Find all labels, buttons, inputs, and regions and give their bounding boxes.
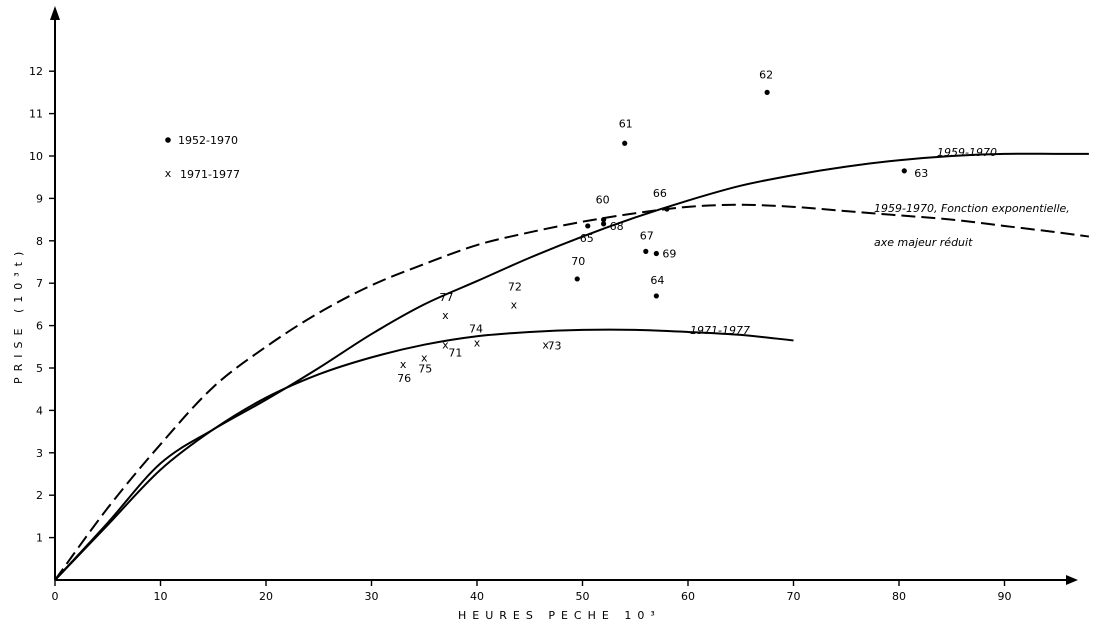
data-point-dot: [622, 140, 628, 146]
data-point-label: 62: [759, 68, 773, 81]
x-tick-label: 50: [576, 590, 590, 603]
data-point-label: 72: [508, 280, 522, 293]
legend: 1952-1970 x 1971-1977: [165, 134, 240, 181]
data-point-dot: [901, 168, 907, 174]
y-tick-label: 8: [36, 235, 43, 248]
data-point-label: 61: [619, 117, 633, 130]
data-point-label: 65: [580, 232, 594, 245]
data-point-x: x: [542, 339, 549, 352]
data-point-label: 74: [469, 323, 483, 336]
y-tick-label: 3: [36, 447, 43, 460]
curve-label: 1959-1970: [937, 146, 997, 159]
data-point-dot: [653, 250, 659, 257]
x-tick-label: 30: [365, 590, 379, 603]
data-point-dot: [653, 293, 659, 299]
y-tick-label: 11: [29, 108, 43, 121]
data-point-x: x: [400, 358, 407, 371]
legend-label: 1971-1977: [180, 168, 240, 181]
curve-label: 1971-1977: [690, 324, 750, 337]
x-tick-label: 60: [681, 590, 695, 603]
x-tick-label: 90: [998, 590, 1012, 603]
x-tick-label: 80: [892, 590, 906, 603]
x-axis-label: HEURES PECHE 10³: [458, 609, 661, 622]
data-point-x: x: [511, 298, 518, 311]
data-point-x: x: [421, 351, 428, 364]
data-point-label: 64: [650, 274, 664, 287]
x-tick-label: 10: [154, 590, 168, 603]
y-tick-label: 1: [36, 532, 43, 545]
curve-label: axe majeur réduit: [874, 236, 973, 249]
data-point-dot: [601, 221, 607, 227]
data-point-label: 76: [397, 372, 411, 385]
curves: [54, 152, 1090, 581]
y-tick-label: 12: [29, 65, 43, 78]
axes: 0 10 20 30 40 50 60 70 80 90123456789101112HEURES…: [12, 6, 1078, 622]
data-point-dot: [643, 248, 649, 254]
data-point-label: 63: [914, 167, 928, 180]
x-tick-label: 0: [52, 590, 59, 603]
curve-line: [54, 203, 1090, 581]
y-tick-label: 6: [36, 320, 43, 333]
curve-line: [54, 328, 794, 581]
data-point-dot: [601, 217, 607, 223]
data-point-x: x: [442, 309, 449, 322]
data-point-label: 66: [653, 187, 667, 200]
data-point-label: 75: [418, 362, 432, 375]
data-point-x: x: [474, 337, 481, 350]
data-point-dot: [574, 276, 580, 282]
x-axis-arrow-icon: [1066, 575, 1078, 585]
y-tick-label: 2: [36, 489, 43, 502]
y-tick-label: 5: [36, 362, 43, 375]
data-point-label: 77: [439, 291, 453, 304]
y-tick-label: 10: [29, 150, 43, 163]
data-point-dot: [585, 223, 591, 229]
curve-label: 1959-1970, Fonction exponentielle,: [874, 202, 1070, 215]
legend-dot-icon: [165, 137, 171, 143]
x-tick-label: 70: [787, 590, 801, 603]
y-axis-arrow-icon: [50, 6, 60, 20]
data-point-label: 60: [596, 194, 610, 207]
y-axis-label: PRISE (10³t): [12, 246, 25, 384]
y-tick-label: 9: [36, 192, 43, 205]
x-tick-label: 40: [470, 590, 484, 603]
legend-label: 1952-1970: [178, 134, 238, 147]
data-point-label: 73: [548, 340, 562, 353]
data-point-label: 68: [610, 220, 624, 233]
y-tick-label: 4: [36, 404, 43, 417]
data-point-dot: [664, 206, 670, 212]
points: 6061626364656667686970x71x72x73x74x75x76…: [397, 68, 928, 384]
data-point-label: 70: [571, 255, 585, 268]
y-tick-label: 7: [36, 277, 43, 290]
legend-x-icon: x: [165, 167, 172, 180]
data-point-label: 71: [448, 347, 462, 360]
data-point-label: 69: [662, 248, 676, 261]
x-tick-label: 20: [259, 590, 273, 603]
data-point-label: 67: [640, 229, 654, 242]
labels: 1959-1970 1959-1970, Fonction exponentiel…: [690, 146, 1070, 337]
data-point-dot: [764, 89, 770, 95]
data-point-x: x: [442, 339, 449, 352]
